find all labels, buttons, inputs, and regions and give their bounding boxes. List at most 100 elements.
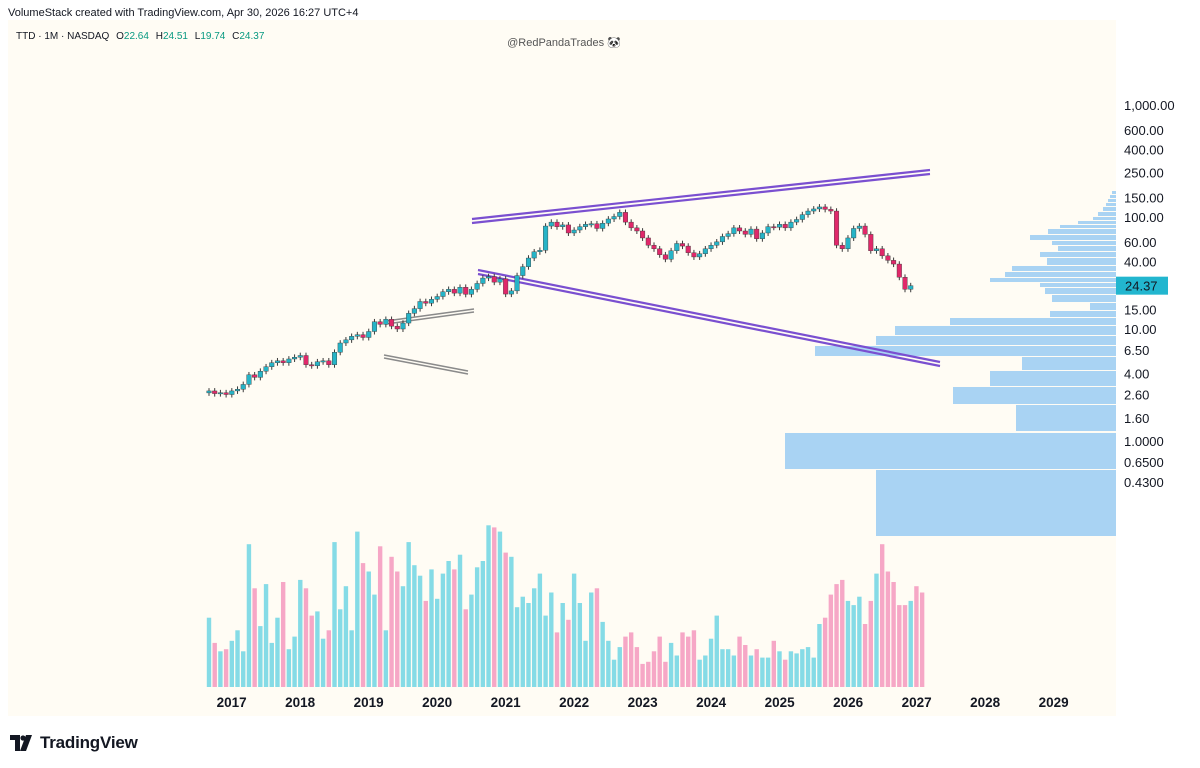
- volume-profile: [785, 191, 1116, 536]
- chart-attribution: VolumeStack created with TradingView.com…: [8, 7, 359, 19]
- x-tick-label: 2021: [491, 695, 522, 710]
- candle-body: [543, 225, 549, 251]
- volume-bar: [343, 586, 349, 687]
- candle-body: [229, 390, 235, 395]
- volume-bar: [560, 603, 565, 687]
- candle-body: [411, 308, 417, 314]
- candle-body: [326, 360, 332, 365]
- volume-profile-bar: [1045, 288, 1116, 294]
- tradingview-brand: TradingView: [40, 733, 138, 752]
- tradingview-logo-icon: [10, 735, 32, 751]
- candle-body: [525, 257, 531, 267]
- candle-body: [873, 248, 879, 251]
- price-axis[interactable]: [1116, 20, 1200, 688]
- volume-bar: [269, 642, 274, 687]
- volume-bar: [241, 651, 246, 687]
- candle-body: [862, 225, 868, 235]
- volume-bar: [218, 651, 223, 687]
- candle-body: [468, 289, 474, 295]
- volume-profile-bar: [1022, 357, 1116, 370]
- candle-body: [742, 230, 748, 235]
- candle-body: [805, 210, 811, 215]
- candle-body: [879, 248, 885, 257]
- volume-bar: [668, 642, 674, 687]
- volume-bar: [469, 594, 474, 687]
- volume-profile-bar: [876, 470, 1116, 536]
- volume-bar: [463, 609, 468, 687]
- volume-bar: [794, 653, 799, 687]
- candle-body: [206, 390, 212, 394]
- volume-bar: [383, 630, 389, 687]
- volume-bar: [743, 645, 748, 687]
- candle-body: [845, 237, 851, 250]
- candle-body: [759, 232, 765, 239]
- volume-bar: [708, 638, 714, 687]
- volume-bar: [309, 615, 314, 687]
- candle-body: [634, 227, 640, 232]
- candle-body: [235, 389, 241, 392]
- candle-body: [868, 234, 874, 251]
- last-price-tag: [1116, 276, 1168, 295]
- y-tick-label: 1.60: [1124, 411, 1149, 426]
- time-axis[interactable]: [8, 688, 1116, 716]
- candle-body: [583, 224, 589, 227]
- candle-body: [554, 221, 560, 227]
- candle-body: [685, 245, 691, 253]
- volume-bar: [554, 632, 560, 687]
- volume-bar: [634, 647, 640, 687]
- candle-body: [366, 331, 372, 338]
- volume-bar: [514, 607, 520, 687]
- volume-profile-bar: [876, 336, 1116, 345]
- volume-profile-bar: [1078, 221, 1116, 224]
- volume-bar: [537, 573, 543, 687]
- volume-bar: [457, 554, 463, 687]
- volume-profile-bar: [1040, 283, 1116, 287]
- volume-profile-bar: [990, 278, 1116, 282]
- candle-body: [737, 227, 743, 232]
- volume-profile-bar: [785, 433, 1116, 469]
- volume-bar: [691, 630, 697, 687]
- y-axis-labels: 1,000.00 600.00 400.00 250.00 150.00 100.00 60…: [1124, 98, 1175, 490]
- volume-bar: [423, 600, 428, 687]
- wedge-lower-line: [383, 357, 469, 375]
- volume-bar: [714, 615, 719, 687]
- volume-bar: [840, 579, 845, 687]
- volume-profile-bar: [1052, 295, 1116, 302]
- volume-bar: [486, 525, 491, 687]
- y-tick-label: 1,000.00: [1124, 98, 1175, 113]
- volume-bar: [571, 573, 577, 687]
- candle-body: [708, 245, 714, 250]
- y-tick-label: 1.0000: [1124, 434, 1164, 449]
- candle-body: [896, 263, 902, 278]
- volume-bar: [731, 655, 737, 687]
- candle-body: [691, 252, 697, 258]
- volume-bar: [891, 582, 896, 687]
- candle-body: [423, 301, 429, 304]
- candle-body: [520, 266, 526, 276]
- candle-body: [702, 248, 708, 254]
- candle-body: [822, 206, 828, 210]
- volume-bar: [326, 630, 332, 687]
- candle-body: [486, 276, 492, 279]
- y-tick-label: 150.00: [1124, 190, 1164, 205]
- x-tick-label: 2024: [696, 695, 727, 710]
- volume-bar: [697, 659, 702, 687]
- candle-body: [771, 226, 777, 229]
- volume-bar: [879, 544, 885, 687]
- volume-bar: [212, 642, 217, 687]
- volume-bar: [720, 649, 725, 687]
- volume-bar: [435, 598, 440, 687]
- candle-body: [605, 218, 611, 224]
- candle-body: [240, 384, 246, 390]
- symbol-legend[interactable]: TTD · 1M · NASDAQ O22.64 H24.51 L19.74 C…: [16, 31, 264, 42]
- tradingview-logo[interactable]: TradingView: [10, 732, 138, 754]
- candles: [206, 204, 914, 398]
- y-tick-label: 15.00: [1124, 302, 1157, 317]
- volume-bar: [737, 636, 742, 687]
- candle-body: [417, 301, 423, 309]
- candle-body: [611, 216, 617, 220]
- candle-body: [856, 225, 862, 229]
- wedge-lower-line: [383, 354, 469, 372]
- volume-bar: [446, 561, 451, 687]
- candle-body: [531, 251, 537, 259]
